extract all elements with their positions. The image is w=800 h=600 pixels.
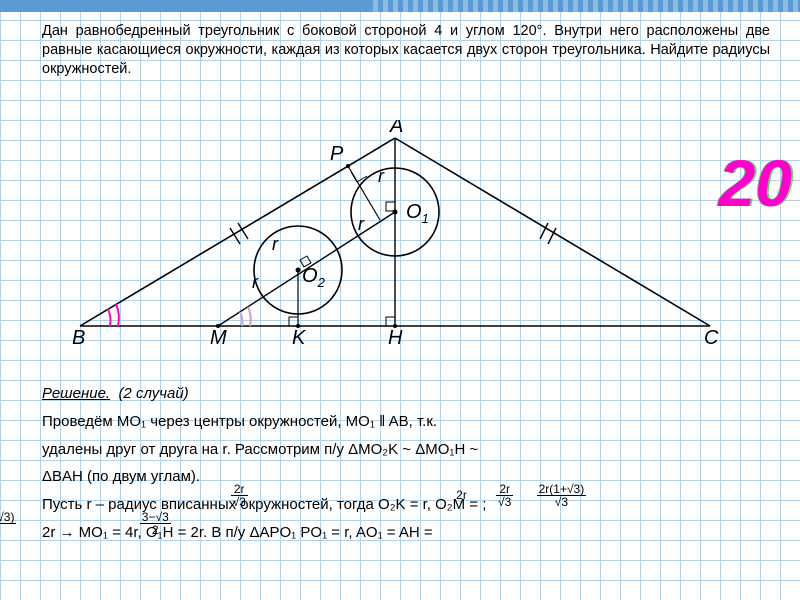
svg-text:K: K — [292, 327, 307, 349]
svg-text:O2: O2 — [302, 265, 326, 290]
svg-text:M: M — [210, 327, 227, 349]
svg-text:P: P — [330, 143, 344, 165]
solution-text: Решение. (2 случай) Проведём MO₁ через ц… — [42, 380, 770, 547]
svg-text:H: H — [388, 327, 403, 349]
svg-text:C: C — [704, 327, 719, 349]
svg-text:r: r — [358, 214, 365, 234]
case-label: (2 случай) — [118, 385, 188, 402]
problem-statement: Дан равнобедренный треугольник с боковой… — [42, 22, 770, 79]
sol-line-2: удалены друг от друга на r. Рассмотрим п… — [42, 436, 770, 464]
top-hatch — [368, 0, 800, 12]
svg-text:O1: O1 — [406, 201, 429, 226]
svg-text:A: A — [389, 120, 403, 137]
sol-line-5: 2r → MO₁ = 4r, O₁H = 2r. В п/у ΔAPO₁ PO₁… — [42, 519, 770, 547]
geometry-figure: A B C H M K P O1 O2 r r r r — [0, 120, 800, 380]
svg-text:B: B — [72, 327, 85, 349]
svg-text:r: r — [272, 234, 279, 254]
sol-line-1: Проведём MO₁ через центры окружностей, M… — [42, 408, 770, 436]
svg-text:r: r — [378, 166, 385, 186]
solution-title: Решение. — [42, 385, 110, 402]
svg-text:r: r — [252, 272, 259, 292]
sol-line-3: ΔBAH (по двум углам). — [42, 463, 770, 491]
